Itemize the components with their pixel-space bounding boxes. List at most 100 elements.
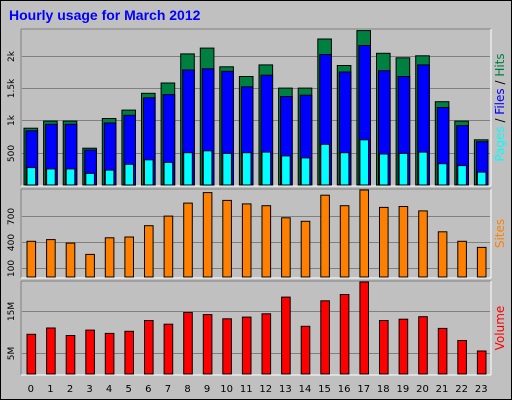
x-tick-label: 4 bbox=[106, 384, 112, 395]
y-tick-label: 100 bbox=[7, 260, 17, 277]
sites-bar bbox=[65, 242, 76, 278]
y-tick-label: 1.5k bbox=[7, 78, 17, 98]
x-tick-label: 21 bbox=[436, 384, 449, 395]
legend-part: / bbox=[493, 115, 507, 127]
sites-bar bbox=[418, 210, 428, 278]
sites-bar bbox=[222, 199, 232, 278]
pages-bar bbox=[241, 152, 252, 186]
volume-bar bbox=[457, 340, 467, 375]
volume-bar bbox=[241, 316, 252, 375]
sites-bar bbox=[281, 217, 291, 278]
x-tick-label: 9 bbox=[204, 384, 210, 395]
volume-bar bbox=[437, 327, 448, 375]
sites-bar bbox=[437, 231, 448, 278]
volume-bar bbox=[202, 314, 213, 375]
panel-background bbox=[21, 189, 491, 278]
volume-bar bbox=[281, 296, 291, 375]
pages-bar bbox=[65, 168, 76, 186]
sites-bar bbox=[85, 253, 95, 278]
volume-bar bbox=[476, 350, 487, 375]
x-tick-label: 3 bbox=[86, 384, 92, 395]
y-tick-label: 1k bbox=[7, 114, 17, 126]
x-tick-label: 23 bbox=[475, 384, 488, 395]
x-tick-label: 6 bbox=[145, 384, 151, 395]
x-tick-label: 14 bbox=[299, 384, 312, 395]
panel-background bbox=[21, 29, 491, 186]
y-tick-label: 500 bbox=[7, 145, 17, 162]
x-tick-label: 7 bbox=[165, 384, 171, 395]
legend-part: Pages bbox=[493, 126, 507, 161]
volume-bar bbox=[222, 318, 232, 375]
volume-bar bbox=[183, 312, 193, 375]
legend-part: Hits bbox=[493, 53, 507, 76]
sites-bar bbox=[241, 203, 252, 278]
x-tick-label: 17 bbox=[357, 384, 370, 395]
x-tick-label: 13 bbox=[279, 384, 292, 395]
sites-bar bbox=[359, 189, 369, 278]
pages-bar bbox=[418, 151, 428, 186]
series-legend-label: Volume bbox=[493, 306, 507, 351]
series-legend-label: Pages / Files / Hits bbox=[493, 53, 507, 161]
sites-bar bbox=[457, 240, 467, 278]
pages-bar bbox=[379, 153, 389, 186]
pages-bar bbox=[104, 169, 115, 186]
pages-bar bbox=[281, 155, 291, 186]
pages-bar bbox=[26, 167, 37, 186]
pages-bar bbox=[124, 163, 135, 186]
pages-bar bbox=[359, 139, 369, 186]
volume-bar bbox=[104, 332, 115, 375]
pages-bar bbox=[222, 152, 232, 186]
x-tick-label: 12 bbox=[259, 384, 272, 395]
volume-bar bbox=[65, 335, 76, 375]
pages-bar bbox=[339, 152, 350, 186]
volume-bar bbox=[124, 330, 135, 375]
sites-bar bbox=[183, 202, 193, 278]
pages-bar bbox=[437, 163, 448, 186]
volume-bar bbox=[418, 316, 428, 375]
x-tick-label: 0 bbox=[28, 384, 34, 395]
x-tick-label: 2 bbox=[67, 384, 73, 395]
sites-bar bbox=[398, 206, 409, 278]
sites-bar bbox=[202, 192, 213, 278]
volume-bar bbox=[398, 318, 409, 375]
x-tick-label: 10 bbox=[220, 384, 233, 395]
legend-part: / bbox=[493, 77, 507, 89]
sites-bar bbox=[261, 205, 272, 278]
pages-bar bbox=[476, 171, 487, 186]
volume-bar bbox=[379, 320, 389, 375]
y-tick-label: 2k bbox=[7, 50, 17, 62]
x-tick-label: 18 bbox=[377, 384, 390, 395]
y-tick-label: 15M bbox=[7, 302, 17, 321]
sites-bar bbox=[26, 240, 37, 278]
sites-bar bbox=[339, 205, 350, 278]
x-tick-label: 15 bbox=[318, 384, 331, 395]
x-tick-label: 11 bbox=[240, 384, 253, 395]
sites-bar bbox=[320, 194, 330, 278]
sites-bar bbox=[144, 225, 154, 278]
pages-bar bbox=[163, 161, 174, 186]
sites-bar bbox=[163, 215, 174, 278]
sites-bar bbox=[300, 220, 311, 278]
x-tick-label: 16 bbox=[338, 384, 351, 395]
volume-bar bbox=[46, 327, 56, 375]
volume-bar bbox=[320, 300, 330, 375]
volume-bar bbox=[144, 320, 154, 375]
y-tick-label: 5M bbox=[7, 347, 17, 361]
x-tick-label: 19 bbox=[397, 384, 410, 395]
legend-part: Volume bbox=[493, 306, 507, 351]
sites-bar bbox=[104, 237, 115, 278]
x-tick-label: 22 bbox=[455, 384, 468, 395]
panel-background bbox=[21, 281, 491, 375]
volume-bar bbox=[261, 313, 272, 375]
pages-bar bbox=[46, 168, 56, 186]
x-tick-label: 5 bbox=[126, 384, 132, 395]
sites-bar bbox=[46, 239, 56, 278]
chart-title: Hourly usage for March 2012 bbox=[9, 7, 201, 23]
sites-bar bbox=[379, 206, 389, 278]
pages-bar bbox=[144, 159, 154, 186]
pages-bar bbox=[183, 152, 193, 186]
volume-bar bbox=[85, 329, 95, 375]
legend-part: Files bbox=[493, 88, 507, 114]
